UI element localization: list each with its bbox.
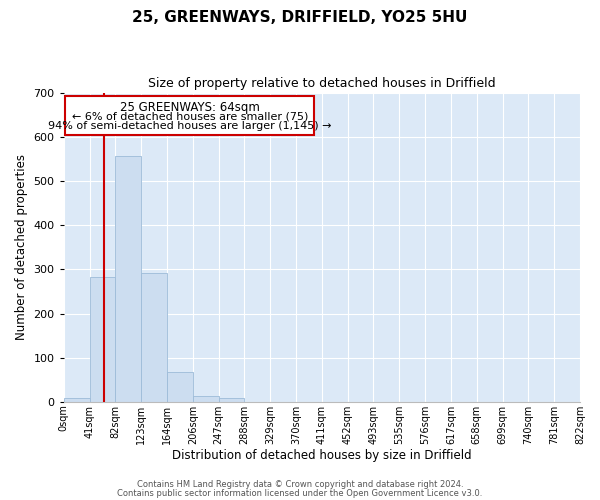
Bar: [115, 156, 141, 402]
Text: Contains public sector information licensed under the Open Government Licence v3: Contains public sector information licen…: [118, 488, 482, 498]
Bar: [167, 372, 193, 402]
Text: 25 GREENWAYS: 64sqm: 25 GREENWAYS: 64sqm: [120, 101, 260, 114]
Bar: [64, 398, 89, 402]
Text: Contains HM Land Registry data © Crown copyright and database right 2024.: Contains HM Land Registry data © Crown c…: [137, 480, 463, 489]
Text: 25, GREENWAYS, DRIFFIELD, YO25 5HU: 25, GREENWAYS, DRIFFIELD, YO25 5HU: [133, 10, 467, 25]
Bar: [218, 398, 244, 402]
Bar: [89, 277, 115, 402]
Y-axis label: Number of detached properties: Number of detached properties: [15, 154, 28, 340]
Title: Size of property relative to detached houses in Driffield: Size of property relative to detached ho…: [148, 78, 496, 90]
Text: ← 6% of detached houses are smaller (75): ← 6% of detached houses are smaller (75): [72, 112, 308, 122]
Bar: [193, 396, 218, 402]
X-axis label: Distribution of detached houses by size in Driffield: Distribution of detached houses by size …: [172, 450, 472, 462]
Text: 94% of semi-detached houses are larger (1,145) →: 94% of semi-detached houses are larger (…: [49, 121, 332, 131]
Bar: [141, 273, 167, 402]
FancyBboxPatch shape: [65, 96, 314, 135]
